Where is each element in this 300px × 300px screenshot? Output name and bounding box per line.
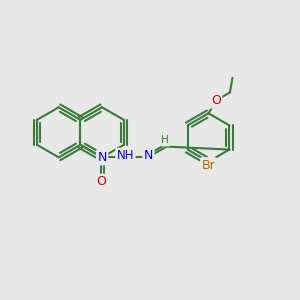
Text: NH: NH xyxy=(117,149,134,162)
Text: N: N xyxy=(98,151,107,164)
Text: H: H xyxy=(161,135,169,145)
Text: Br: Br xyxy=(202,159,215,172)
Text: O: O xyxy=(211,94,221,107)
Text: O: O xyxy=(96,175,106,188)
Text: N: N xyxy=(144,149,153,162)
